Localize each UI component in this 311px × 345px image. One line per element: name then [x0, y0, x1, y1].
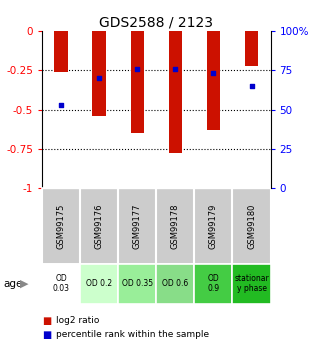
- Bar: [245, 31, 258, 66]
- Bar: [118, 188, 156, 264]
- Bar: [232, 188, 271, 264]
- Text: ▶: ▶: [20, 279, 29, 289]
- Bar: [131, 31, 144, 133]
- Bar: [194, 188, 232, 264]
- Text: age: age: [3, 279, 22, 289]
- Point: [97, 75, 102, 81]
- Title: GDS2588 / 2123: GDS2588 / 2123: [99, 16, 213, 30]
- Bar: [194, 264, 232, 304]
- Bar: [92, 31, 106, 116]
- Text: GSM99176: GSM99176: [95, 203, 104, 249]
- Bar: [42, 264, 80, 304]
- Text: OD 0.35: OD 0.35: [122, 279, 153, 288]
- Bar: [80, 188, 118, 264]
- Text: log2 ratio: log2 ratio: [56, 316, 99, 325]
- Text: OD 0.2: OD 0.2: [86, 279, 112, 288]
- Bar: [118, 264, 156, 304]
- Bar: [232, 264, 271, 304]
- Text: OD
0.9: OD 0.9: [207, 274, 220, 294]
- Text: OD 0.6: OD 0.6: [162, 279, 188, 288]
- Bar: [207, 31, 220, 130]
- Text: stationar
y phase: stationar y phase: [234, 274, 269, 294]
- Text: ■: ■: [42, 330, 51, 339]
- Point: [173, 66, 178, 71]
- Text: GSM99179: GSM99179: [209, 203, 218, 249]
- Point: [58, 102, 63, 108]
- Text: GSM99180: GSM99180: [247, 203, 256, 249]
- Text: OD
0.03: OD 0.03: [53, 274, 70, 294]
- Text: GSM99177: GSM99177: [133, 203, 142, 249]
- Bar: [80, 264, 118, 304]
- Bar: [156, 264, 194, 304]
- Point: [135, 66, 140, 71]
- Bar: [42, 188, 80, 264]
- Point: [211, 71, 216, 76]
- Bar: [156, 188, 194, 264]
- Text: ■: ■: [42, 316, 51, 326]
- Text: GSM99175: GSM99175: [57, 203, 66, 249]
- Text: GSM99178: GSM99178: [171, 203, 180, 249]
- Text: percentile rank within the sample: percentile rank within the sample: [56, 330, 209, 339]
- Bar: [169, 31, 182, 154]
- Bar: [54, 31, 68, 72]
- Point: [249, 83, 254, 89]
